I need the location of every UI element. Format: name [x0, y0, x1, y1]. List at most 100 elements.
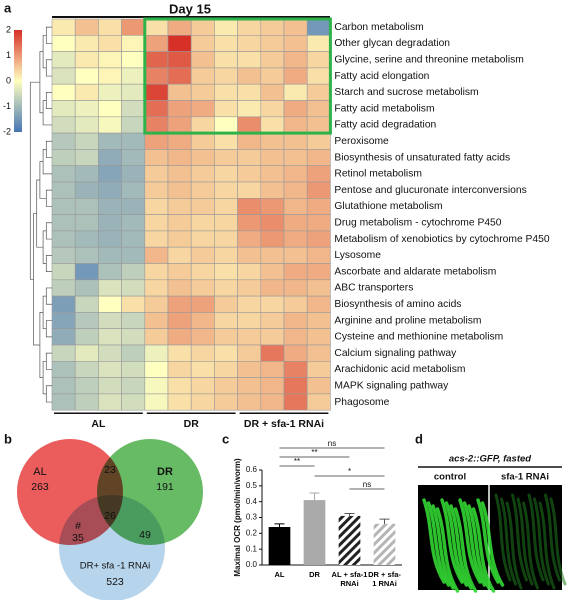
heatmap-cell [283, 83, 308, 101]
heatmap-cell [98, 67, 122, 85]
heatmap-cell [260, 181, 285, 199]
heatmap-cell [283, 328, 308, 346]
y-tick-label: 0.0 [246, 560, 258, 569]
heatmap-cell [237, 344, 262, 362]
heatmap-cell [190, 328, 215, 346]
bar [373, 523, 396, 565]
heatmap-cell [51, 116, 76, 134]
y-tick-label: 0.1 [246, 544, 258, 553]
row-label: ABC transporters [334, 283, 413, 294]
heatmap-cell [74, 165, 99, 183]
heatmap-cell [51, 360, 76, 378]
heatmap-cell [167, 393, 192, 411]
heatmap-cell [51, 18, 76, 36]
heatmap-cell [98, 34, 122, 52]
heatmap-cell [306, 279, 331, 297]
heatmap-cell [214, 295, 238, 313]
row-label: Biosynthesis of amino acids [334, 299, 461, 310]
heatmap-cell [98, 83, 122, 101]
y-tick-label: 0.2 [246, 528, 258, 537]
heatmap-cell [260, 83, 285, 101]
heatmap-cell [214, 198, 238, 215]
heatmap-cell [283, 263, 308, 281]
heatmap-cell [190, 100, 215, 118]
row-label: Other glycan degradation [334, 38, 450, 49]
row-label: Arginine and proline metabolism [334, 315, 481, 326]
heatmap-cell [214, 83, 238, 101]
heatmap-cell [237, 360, 262, 378]
heatmap-cell [74, 295, 99, 313]
heatmap-cell [306, 83, 331, 101]
heatmap-cell [237, 263, 262, 281]
dendrogram-branch [42, 295, 47, 330]
heatmap-cell [121, 246, 146, 264]
heatmap-cell [167, 83, 192, 101]
heatmap-cell [51, 393, 76, 411]
heatmap-cell [121, 132, 146, 150]
heatmap-cell [74, 230, 99, 248]
y-tick-label: 0.6 [246, 465, 258, 474]
heatmap-cell [260, 198, 285, 215]
heatmap-cell [260, 230, 285, 248]
error-bar [309, 492, 320, 501]
heatmap-cell [74, 263, 99, 281]
heatmap-cell [260, 51, 285, 69]
heatmap-cell [167, 51, 192, 69]
x-tick-label: AL + sfa-1 RNAi [331, 570, 368, 588]
heatmap-cell [144, 360, 169, 378]
dendrogram-branch [39, 51, 44, 114]
panel-label: d [415, 431, 423, 446]
error-bar [379, 518, 390, 524]
heatmap-cell [306, 132, 331, 150]
heatmap-cell [74, 67, 99, 85]
heatmap-cell [214, 165, 238, 183]
heatmap-cell [167, 198, 192, 215]
heatmap-cell [74, 328, 99, 346]
heatmap-cell [237, 246, 262, 264]
heatmap-cell [121, 295, 146, 313]
worm [549, 497, 567, 586]
colorbar-tick-label: -2 [3, 126, 11, 136]
heatmap-cell [167, 246, 192, 264]
heatmap-cell [190, 295, 215, 313]
heatmap-cell [74, 34, 99, 52]
dendrogram-branch [45, 352, 52, 370]
worm [494, 493, 512, 582]
heatmap-cell [237, 230, 262, 248]
heatmap-cell [51, 295, 76, 313]
heatmap-cell [98, 393, 122, 411]
heatmap-cell [98, 18, 122, 36]
heatmap-cell [167, 230, 192, 248]
heatmap-cell [74, 132, 99, 150]
heatmap-cell [306, 230, 331, 248]
heatmap-cell [283, 67, 308, 85]
heatmap-cell [283, 377, 308, 395]
heatmap-cell [283, 116, 308, 134]
heatmap-cell [167, 312, 192, 329]
heatmap-cell [190, 165, 215, 183]
heatmap-cell [306, 360, 331, 378]
x-tick-label: DR + sfa-1 RNAi [368, 570, 401, 588]
heatmap-cell [98, 295, 122, 313]
heatmap-cell [190, 83, 215, 101]
heatmap-cell [214, 360, 238, 378]
heatmap-cell [260, 214, 285, 232]
heatmap-cell [121, 279, 146, 297]
heatmap-cell [74, 344, 99, 362]
heatmap-cell [98, 149, 122, 166]
dendrogram-branch [42, 34, 47, 69]
heatmap-cell [98, 51, 122, 69]
venn-set-count: 191 [156, 481, 174, 493]
heatmap-cell [51, 328, 76, 346]
heatmap-cell [283, 100, 308, 118]
heatmap-cell [74, 377, 99, 395]
heatmap-cell [121, 360, 146, 378]
heatmap-cell [306, 149, 331, 166]
heatmap-cell [121, 51, 146, 69]
worm [422, 498, 446, 584]
heatmap-cell [190, 67, 215, 85]
heatmap-cell [260, 263, 285, 281]
heatmap-cell [214, 100, 238, 118]
